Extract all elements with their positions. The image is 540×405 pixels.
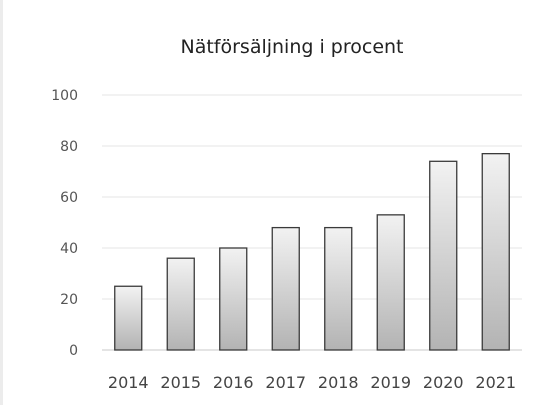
bar-2018 — [324, 226, 353, 351]
bar-2020 — [429, 160, 458, 351]
page-edge — [0, 0, 3, 405]
bar-2017 — [271, 226, 300, 351]
x-tick-label: 2014 — [108, 373, 149, 392]
x-tick-label: 2016 — [213, 373, 254, 392]
x-tick-label: 2020 — [423, 373, 464, 392]
chart-title: Nätförsäljning i procent — [180, 36, 404, 58]
bar-2021 — [481, 152, 510, 351]
y-tick-label: 40 — [60, 241, 78, 257]
y-tick-label: 80 — [60, 139, 78, 155]
x-tick-label: 2018 — [318, 373, 359, 392]
bars — [114, 152, 510, 351]
y-axis-ticks: 0 20 40 60 80 100 — [51, 88, 78, 359]
bar-2016 — [219, 247, 248, 351]
x-tick-label: 2015 — [160, 373, 201, 392]
x-tick-label: 2017 — [265, 373, 306, 392]
y-tick-label: 100 — [51, 88, 78, 104]
y-tick-label: 0 — [69, 343, 78, 359]
x-tick-label: 2021 — [475, 373, 516, 392]
bar-2019 — [376, 214, 405, 351]
bar-2014 — [114, 285, 143, 351]
x-tick-label: 2019 — [370, 373, 411, 392]
y-tick-label: 60 — [60, 190, 78, 206]
x-axis-ticks: 2014 2015 2016 2017 2018 2019 2020 2021 — [108, 373, 516, 392]
bar-2015 — [166, 257, 195, 351]
y-tick-label: 20 — [60, 292, 78, 308]
gridlines — [102, 94, 522, 351]
